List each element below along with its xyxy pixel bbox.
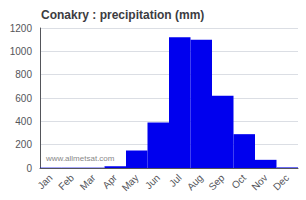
svg-text:May: May xyxy=(120,172,141,193)
svg-text:Dec: Dec xyxy=(271,172,291,192)
svg-text:Conakry : precipitation (mm): Conakry : precipitation (mm) xyxy=(41,8,204,22)
svg-text:Feb: Feb xyxy=(56,172,76,192)
svg-text:1000: 1000 xyxy=(10,46,33,57)
svg-text:Jan: Jan xyxy=(35,172,54,191)
svg-text:400: 400 xyxy=(15,116,32,127)
svg-text:Oct: Oct xyxy=(229,172,248,191)
svg-text:Aug: Aug xyxy=(185,172,205,192)
svg-text:Nov: Nov xyxy=(249,172,269,192)
svg-text:600: 600 xyxy=(15,93,32,104)
svg-text:Jun: Jun xyxy=(143,172,162,191)
svg-text:Mar: Mar xyxy=(78,172,98,192)
svg-text:800: 800 xyxy=(15,69,32,80)
svg-text:Apr: Apr xyxy=(100,172,119,191)
svg-text:200: 200 xyxy=(15,139,32,150)
svg-text:Jul: Jul xyxy=(167,172,184,189)
svg-text:1200: 1200 xyxy=(10,23,33,34)
svg-text:www.allmetsat.com: www.allmetsat.com xyxy=(45,154,115,163)
svg-text:Sep: Sep xyxy=(206,172,227,193)
svg-text:0: 0 xyxy=(26,163,32,174)
